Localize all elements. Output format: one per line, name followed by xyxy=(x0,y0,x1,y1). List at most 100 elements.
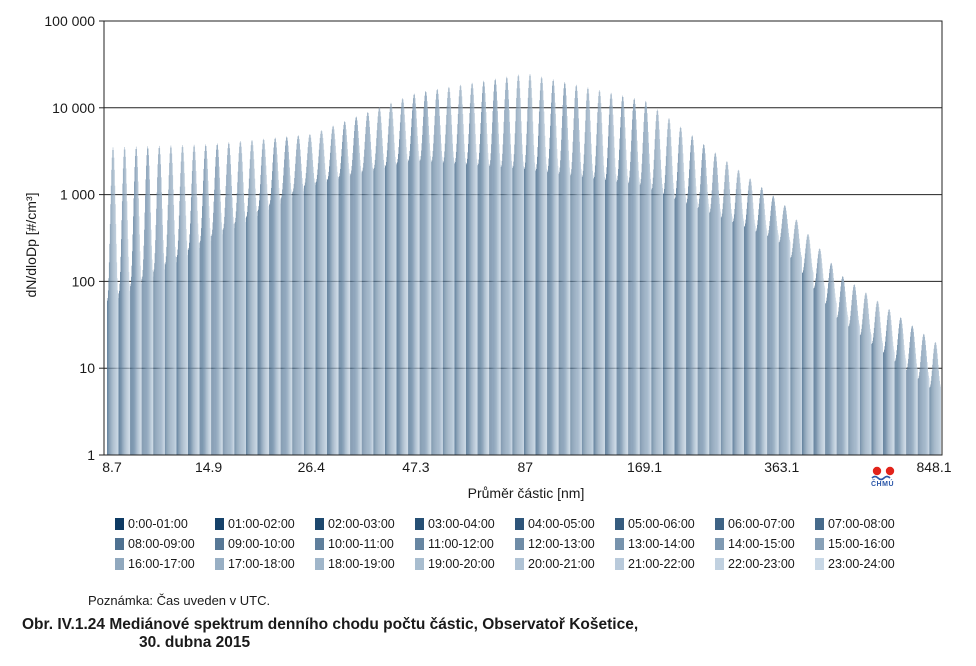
legend-item-13: 13:00-14:00 xyxy=(615,536,715,552)
legend-item-9: 09:00-10:00 xyxy=(215,536,315,552)
legend-label: 21:00-22:00 xyxy=(628,557,695,571)
legend-label: 04:00-05:00 xyxy=(528,517,595,531)
legend-swatch xyxy=(615,538,624,550)
x-tick-label-5: 169.1 xyxy=(627,459,662,475)
x-axis-ticks: 8.7 14.9 26.4 47.3 87 169.1 363.1 848.1 xyxy=(102,459,951,475)
legend-label: 02:00-03:00 xyxy=(328,517,395,531)
legend-label: 13:00-14:00 xyxy=(628,537,695,551)
legend-swatch xyxy=(215,518,224,530)
legend-item-7: 07:00-08:00 xyxy=(815,516,915,532)
legend-label: 06:00-07:00 xyxy=(728,517,795,531)
plot-border xyxy=(103,20,943,456)
legend-item-15: 15:00-16:00 xyxy=(815,536,915,552)
figure-caption: Obr. IV.1.24 Mediánové spektrum denního … xyxy=(22,616,638,652)
legend-swatch xyxy=(315,558,324,570)
y-axis-title: dN/dloDp [#/cm³] xyxy=(23,192,39,297)
legend-item-1: 01:00-02:00 xyxy=(215,516,315,532)
chmu-logo-icon xyxy=(871,466,895,481)
legend-item-6: 06:00-07:00 xyxy=(715,516,815,532)
legend-item-20: 20:00-21:00 xyxy=(515,556,615,572)
legend-item-0: 0:00-01:00 xyxy=(115,516,215,532)
legend-label: 12:00-13:00 xyxy=(528,537,595,551)
x-tick-label-3: 47.3 xyxy=(402,459,429,475)
legend-label: 09:00-10:00 xyxy=(228,537,295,551)
x-tick-label-7: 848.1 xyxy=(916,459,951,475)
legend-item-19: 19:00-20:00 xyxy=(415,556,515,572)
legend-label: 20:00-21:00 xyxy=(528,557,595,571)
legend-item-10: 10:00-11:00 xyxy=(315,536,415,552)
legend-item-5: 05:00-06:00 xyxy=(615,516,715,532)
legend-swatch xyxy=(415,518,424,530)
legend-swatch xyxy=(415,558,424,570)
legend-swatch xyxy=(115,558,124,570)
legend-swatch xyxy=(815,558,824,570)
legend-swatch xyxy=(315,518,324,530)
caption-line-1: Obr. IV.1.24 Mediánové spektrum denního … xyxy=(22,616,639,633)
legend-swatch xyxy=(515,538,524,550)
x-tick-label-4: 87 xyxy=(517,459,533,475)
legend-item-22: 22:00-23:00 xyxy=(715,556,815,572)
chart-note: Poznámka: Čas uveden v UTC. xyxy=(88,593,271,608)
legend-item-23: 23:00-24:00 xyxy=(815,556,915,572)
chart-legend: 0:00-01:00 01:00-02:00 02:00-03:00 03:00-04… xyxy=(115,516,915,572)
legend-swatch xyxy=(515,558,524,570)
legend-label: 15:00-16:00 xyxy=(828,537,895,551)
legend-label: 0:00-01:00 xyxy=(128,517,188,531)
legend-label: 18:00-19:00 xyxy=(328,557,395,571)
legend-item-2: 02:00-03:00 xyxy=(315,516,415,532)
y-tick-label-2: 100 xyxy=(72,273,96,289)
y-tick-label-3: 1 000 xyxy=(60,187,95,203)
legend-swatch xyxy=(115,518,124,530)
legend-swatch xyxy=(415,538,424,550)
caption-line-2: 30. dubna 2015 xyxy=(139,634,251,651)
legend-label: 19:00-20:00 xyxy=(428,557,495,571)
legend-label: 08:00-09:00 xyxy=(128,537,195,551)
legend-label: 10:00-11:00 xyxy=(328,537,394,551)
legend-swatch xyxy=(615,518,624,530)
legend-item-11: 11:00-12:00 xyxy=(415,536,515,552)
legend-swatch xyxy=(115,538,124,550)
legend-label: 16:00-17:00 xyxy=(128,557,195,571)
legend-item-3: 03:00-04:00 xyxy=(415,516,515,532)
y-tick-label-0: 1 xyxy=(87,447,95,463)
y-tick-label-4: 10 000 xyxy=(52,100,95,116)
legend-label: 01:00-02:00 xyxy=(228,517,295,531)
spectrum-bars xyxy=(107,74,941,456)
legend-item-17: 17:00-18:00 xyxy=(215,556,315,572)
plot-frame xyxy=(103,20,943,456)
legend-swatch xyxy=(615,558,624,570)
legend-label: 03:00-04:00 xyxy=(428,517,495,531)
y-tick-label-5: 100 000 xyxy=(44,13,95,29)
legend-label: 14:00-15:00 xyxy=(728,537,795,551)
legend-swatch xyxy=(715,538,724,550)
legend-swatch xyxy=(215,558,224,570)
legend-swatch xyxy=(315,538,324,550)
chmu-logo-text: ČHMÚ xyxy=(871,481,894,488)
x-tick-label-1: 14.9 xyxy=(195,459,222,475)
legend-label: 07:00-08:00 xyxy=(828,517,895,531)
legend-swatch xyxy=(515,518,524,530)
legend-item-18: 18:00-19:00 xyxy=(315,556,415,572)
legend-label: 05:00-06:00 xyxy=(628,517,695,531)
legend-item-21: 21:00-22:00 xyxy=(615,556,715,572)
legend-item-14: 14:00-15:00 xyxy=(715,536,815,552)
legend-swatch xyxy=(815,518,824,530)
y-axis-ticks: 1 10 100 1 000 10 000 100 000 xyxy=(44,13,104,463)
legend-swatch xyxy=(715,558,724,570)
x-axis-title: Průměr částic [nm] xyxy=(468,485,585,501)
legend-label: 11:00-12:00 xyxy=(428,537,494,551)
legend-item-12: 12:00-13:00 xyxy=(515,536,615,552)
legend-item-16: 16:00-17:00 xyxy=(115,556,215,572)
y-tick-label-1: 10 xyxy=(79,360,95,376)
particle-spectrum-chart: 1 10 100 1 000 10 000 100 000 8.7 14.9 26.4 47.3… xyxy=(23,13,952,501)
legend-item-4: 04:00-05:00 xyxy=(515,516,615,532)
legend-swatch xyxy=(815,538,824,550)
legend-item-8: 08:00-09:00 xyxy=(115,536,215,552)
legend-label: 23:00-24:00 xyxy=(828,557,895,571)
legend-swatch xyxy=(215,538,224,550)
legend-label: 17:00-18:00 xyxy=(228,557,295,571)
legend-swatch xyxy=(715,518,724,530)
x-tick-label-6: 363.1 xyxy=(764,459,799,475)
legend-label: 22:00-23:00 xyxy=(728,557,795,571)
x-tick-label-2: 26.4 xyxy=(298,459,325,475)
